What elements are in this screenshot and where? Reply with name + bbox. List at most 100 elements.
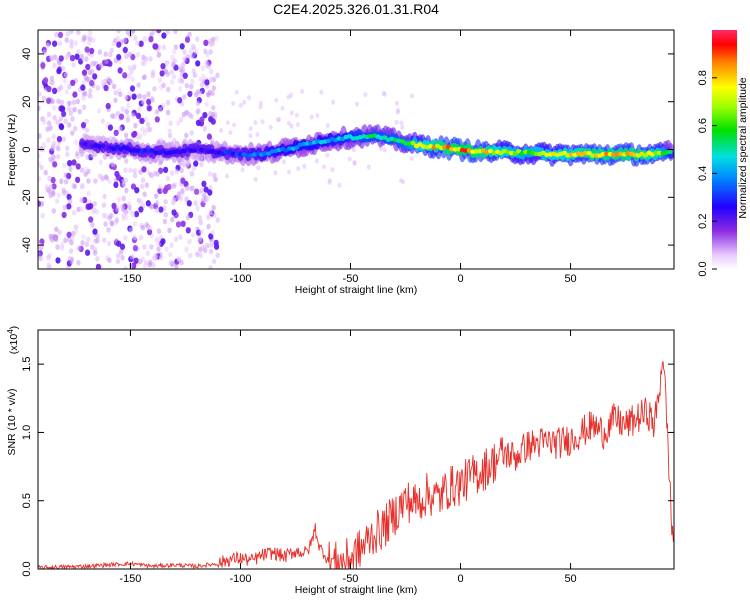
- noise-point: [48, 192, 53, 199]
- noise-point: [163, 199, 168, 205]
- noise-point: [147, 224, 152, 231]
- noise-point: [123, 235, 128, 241]
- noise-point: [182, 56, 187, 62]
- noise-point: [130, 211, 136, 218]
- noise-point: [80, 240, 85, 246]
- noise-point: [67, 160, 73, 167]
- noise-point: [67, 100, 72, 107]
- noise-point: [61, 211, 67, 219]
- noise-point: [211, 105, 216, 111]
- noise-point: [113, 97, 118, 104]
- noise-point: [49, 54, 54, 60]
- noise-point: [159, 70, 165, 77]
- colorbar-tick-label: 0.8: [697, 70, 709, 85]
- noise-point: [106, 227, 111, 233]
- noise-point: [116, 41, 122, 48]
- noise-point: [395, 109, 400, 115]
- noise-point: [68, 166, 73, 172]
- noise-point: [184, 185, 190, 191]
- noise-point: [160, 238, 166, 245]
- noise-point: [118, 126, 123, 132]
- noise-point: [140, 126, 145, 133]
- y-tick-label: 0: [21, 146, 33, 152]
- noise-point: [71, 99, 77, 106]
- noise-point: [45, 42, 50, 49]
- noise-point: [50, 145, 55, 152]
- noise-point: [70, 79, 76, 87]
- noise-point: [315, 113, 320, 119]
- noise-point: [330, 167, 335, 173]
- noise-point: [124, 187, 129, 194]
- noise-point: [116, 240, 122, 247]
- noise-point: [69, 258, 74, 265]
- noise-point: [135, 112, 142, 120]
- noise-point: [199, 116, 205, 123]
- noise-point: [127, 65, 132, 71]
- noise-point: [173, 30, 178, 35]
- noise-point: [140, 60, 145, 66]
- noise-point: [409, 93, 414, 99]
- noise-point: [228, 130, 233, 135]
- noise-point: [111, 83, 117, 90]
- noise-point: [171, 209, 177, 216]
- noise-point: [109, 47, 115, 54]
- noise-point: [128, 167, 133, 174]
- noise-point: [122, 37, 128, 44]
- noise-point: [170, 54, 175, 61]
- noise-point: [195, 36, 200, 42]
- noise-point: [215, 72, 220, 79]
- noise-point: [101, 212, 107, 219]
- noise-point: [56, 98, 61, 105]
- noise-point: [212, 76, 217, 83]
- noise-point: [142, 191, 147, 197]
- noise-point: [157, 77, 163, 84]
- noise-point: [162, 187, 168, 195]
- noise-point: [87, 92, 92, 99]
- noise-point: [143, 116, 149, 123]
- noise-point: [101, 237, 107, 243]
- noise-point: [66, 172, 72, 180]
- noise-point: [166, 183, 172, 191]
- noise-point: [120, 106, 126, 112]
- noise-point: [124, 158, 129, 164]
- noise-point: [93, 178, 98, 184]
- noise-point: [296, 166, 301, 172]
- noise-point: [81, 234, 86, 240]
- noise-point: [141, 166, 147, 173]
- noise-point: [56, 135, 63, 143]
- noise-point: [58, 84, 64, 91]
- noise-point: [355, 101, 359, 107]
- noise-point: [76, 245, 82, 251]
- noise-point: [123, 94, 129, 101]
- y-tick-label: 20: [21, 96, 33, 108]
- noise-point: [97, 49, 103, 55]
- x-tick-label: 50: [564, 273, 576, 285]
- noise-point: [106, 76, 111, 82]
- noise-point: [146, 91, 151, 97]
- noise-point: [79, 53, 85, 60]
- noise-point: [289, 92, 294, 98]
- noise-point: [114, 217, 120, 223]
- noise-point: [138, 206, 144, 213]
- spectrogram-x-label: Height of straight line (km): [295, 284, 418, 296]
- y-tick-label: 1.5: [21, 356, 33, 371]
- noise-point: [126, 103, 131, 109]
- noise-point: [247, 95, 251, 101]
- noise-point: [202, 125, 208, 132]
- noise-point: [100, 79, 106, 85]
- noise-point: [57, 31, 64, 39]
- noise-point: [60, 105, 66, 113]
- noise-point: [82, 35, 87, 41]
- noise-point: [134, 187, 140, 194]
- x-tick-label: 0: [457, 273, 463, 285]
- snr-scale-label: (x104): [6, 326, 20, 354]
- noise-point: [171, 197, 177, 203]
- noise-point: [164, 246, 169, 252]
- noise-point: [167, 133, 173, 139]
- noise-point: [394, 120, 399, 125]
- noise-point: [167, 128, 172, 134]
- spectrogram-x-axis: -150 -100 -50 0 50: [119, 30, 577, 285]
- noise-point: [113, 90, 118, 96]
- noise-point: [205, 51, 210, 58]
